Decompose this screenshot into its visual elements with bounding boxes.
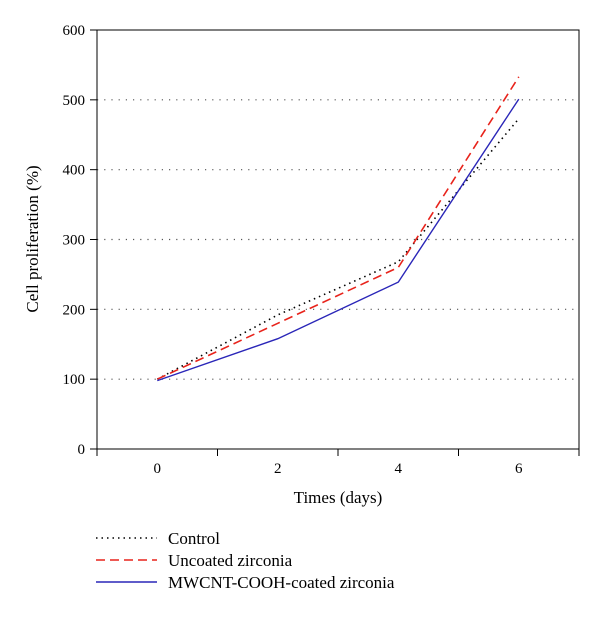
y-tick-label: 0 [78, 442, 86, 458]
y-tick-label: 200 [63, 302, 86, 318]
x-axis-ticks: 0 2 4 6 [96, 449, 580, 477]
x-axis-label: Times (days) [294, 488, 383, 507]
legend-label: Uncoated zirconia [168, 551, 293, 570]
x-tick-label: 0 [154, 461, 162, 477]
x-tick-label: 2 [274, 461, 282, 477]
legend: Control Uncoated zirconia MWCNT-COOH-coate… [96, 529, 395, 592]
y-tick-label: 500 [63, 93, 86, 109]
y-axis-ticks: 0 100 200 300 400 500 600 [63, 23, 97, 458]
y-tick-label: 600 [63, 23, 86, 39]
series-line-control [156, 118, 520, 380]
series-line-mwcnt-cooh-coated-zirconia [157, 98, 520, 382]
y-tick-label: 300 [63, 233, 86, 249]
y-tick-label: 400 [63, 163, 86, 179]
x-tick-label: 6 [515, 461, 523, 477]
legend-label: Control [168, 529, 220, 548]
x-tick-label: 4 [395, 461, 403, 477]
grid-lines [97, 99, 579, 380]
y-axis-label: Cell proliferation (%) [23, 165, 42, 312]
series-lines [156, 76, 520, 382]
series-line-uncoated-zirconia [156, 76, 520, 380]
legend-label: MWCNT-COOH-coated zirconia [168, 573, 395, 592]
y-tick-label: 100 [63, 372, 86, 388]
